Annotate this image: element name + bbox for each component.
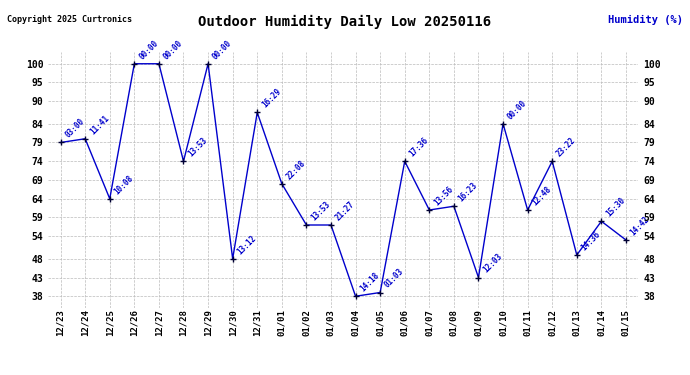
Text: 12:03: 12:03 xyxy=(481,252,504,275)
Text: 16:29: 16:29 xyxy=(260,87,283,110)
Text: 10:08: 10:08 xyxy=(112,173,135,196)
Text: 00:00: 00:00 xyxy=(137,38,160,61)
Text: Copyright 2025 Curtronics: Copyright 2025 Curtronics xyxy=(7,15,132,24)
Text: 13:12: 13:12 xyxy=(235,233,258,256)
Text: 12:48: 12:48 xyxy=(531,184,553,207)
Text: 00:00: 00:00 xyxy=(506,98,529,121)
Text: 13:53: 13:53 xyxy=(309,200,332,222)
Text: 03:00: 03:00 xyxy=(63,117,86,140)
Text: 13:53: 13:53 xyxy=(186,136,209,159)
Text: 22:08: 22:08 xyxy=(284,158,307,181)
Text: 21:27: 21:27 xyxy=(334,200,357,222)
Text: 13:56: 13:56 xyxy=(432,184,455,207)
Text: 17:36: 17:36 xyxy=(408,136,431,159)
Text: 16:23: 16:23 xyxy=(457,181,480,204)
Text: Outdoor Humidity Daily Low 20250116: Outdoor Humidity Daily Low 20250116 xyxy=(199,15,491,29)
Text: 01:03: 01:03 xyxy=(383,267,406,290)
Text: Humidity (%): Humidity (%) xyxy=(608,15,683,25)
Text: 00:00: 00:00 xyxy=(211,38,234,61)
Text: 23:22: 23:22 xyxy=(555,136,578,159)
Text: 00:00: 00:00 xyxy=(161,38,184,61)
Text: 15:30: 15:30 xyxy=(604,196,627,219)
Text: 14:36: 14:36 xyxy=(580,230,602,252)
Text: 14:18: 14:18 xyxy=(358,271,381,294)
Text: 14:42: 14:42 xyxy=(629,214,651,237)
Text: 11:41: 11:41 xyxy=(88,113,110,136)
